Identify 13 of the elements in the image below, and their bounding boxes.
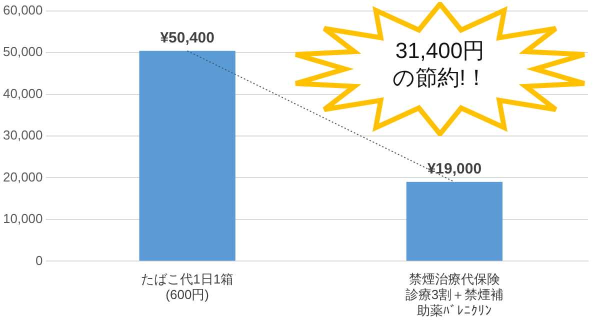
data-label: ¥19,000 (427, 160, 482, 178)
y-tick-label: 60,000 (2, 2, 43, 18)
data-label: ¥50,400 (160, 30, 214, 47)
y-tick-label: 20,000 (2, 169, 43, 184)
x-tick-label: 禁煙治療代保険診療3割＋禁煙補助薬ﾊﾞﾚﾆｸﾘﾝ (405, 272, 504, 318)
y-tick-label: 40,000 (2, 86, 43, 101)
annotation: の節約!！ (391, 65, 489, 91)
y-tick-label: 30,000 (2, 128, 43, 143)
annotation: 31,400円 (394, 38, 486, 64)
y-tick-label: 10,000 (2, 211, 43, 226)
x-tick-label: たばこ代1日1箱(600円) (141, 272, 234, 302)
y-tick-label: 50,000 (2, 44, 43, 60)
y-tick-label: 0 (36, 252, 43, 268)
